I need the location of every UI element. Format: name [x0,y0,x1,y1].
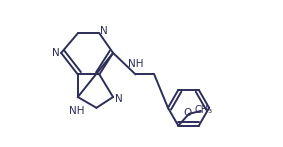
Text: NH: NH [128,59,143,69]
Text: N: N [115,94,123,104]
Text: CH₃: CH₃ [195,105,213,115]
Text: O: O [183,108,191,118]
Text: NH: NH [69,106,85,116]
Text: N: N [52,48,60,58]
Text: N: N [100,26,108,36]
